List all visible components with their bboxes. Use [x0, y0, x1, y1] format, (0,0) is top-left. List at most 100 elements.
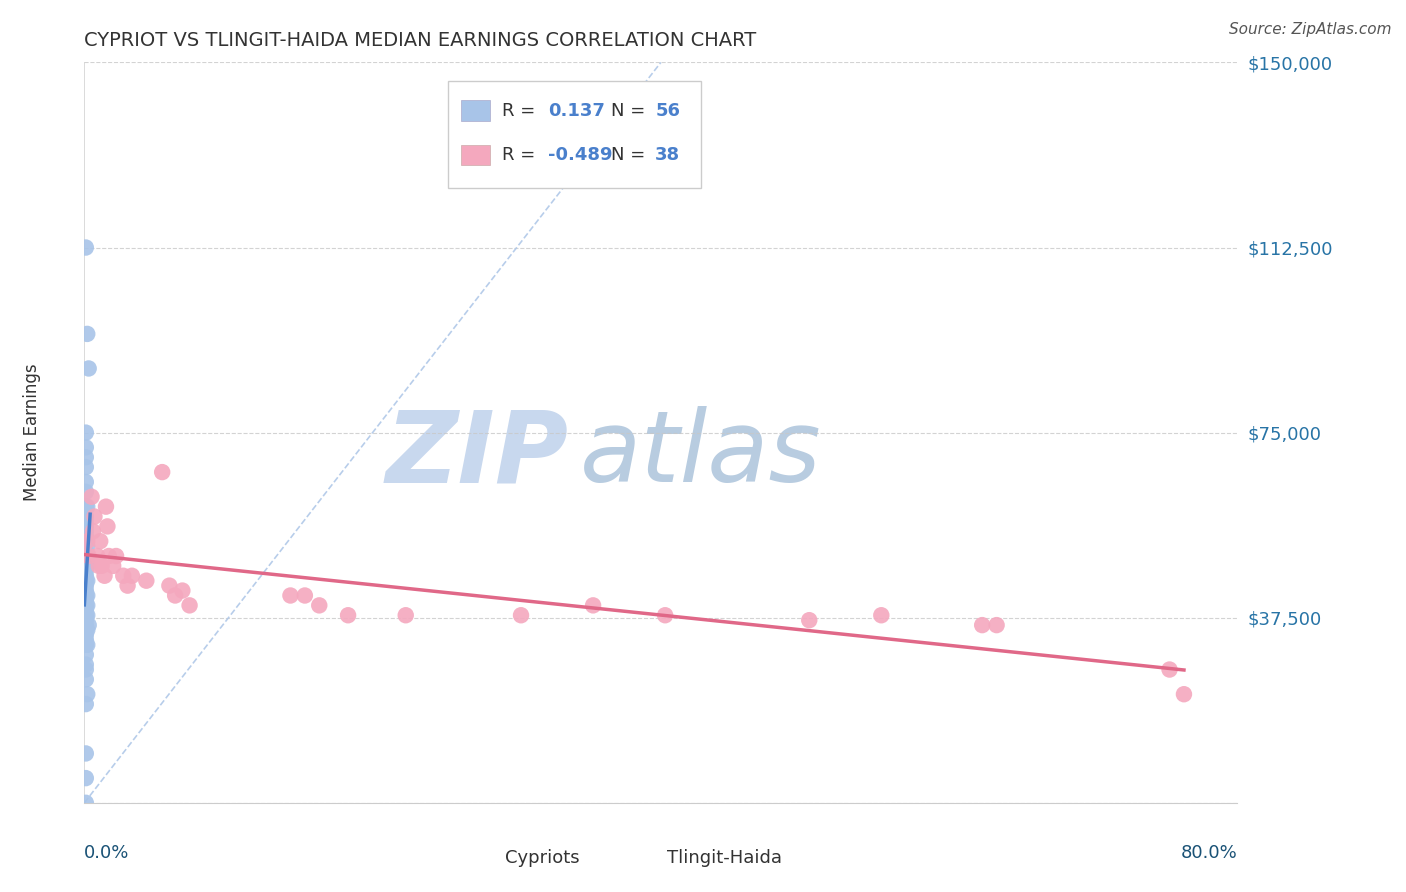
Point — [1159, 663, 1181, 677]
FancyBboxPatch shape — [471, 849, 499, 868]
Point — [90, 558, 112, 573]
Point — [799, 613, 821, 627]
Point — [121, 568, 143, 582]
Point — [75, 500, 97, 514]
Point — [75, 441, 97, 455]
Point — [105, 549, 128, 563]
Point — [103, 558, 124, 573]
FancyBboxPatch shape — [633, 849, 661, 868]
Point — [75, 524, 97, 539]
Text: 56: 56 — [655, 102, 681, 120]
Point — [93, 568, 115, 582]
Point — [82, 524, 104, 539]
Point — [76, 500, 98, 514]
Point — [75, 549, 97, 563]
Point — [77, 618, 100, 632]
Text: 0.0%: 0.0% — [84, 844, 129, 862]
Text: 0.137: 0.137 — [548, 102, 605, 120]
Point — [157, 579, 180, 593]
Point — [75, 240, 97, 255]
FancyBboxPatch shape — [461, 145, 491, 165]
Text: R =: R = — [502, 146, 541, 164]
Point — [80, 490, 103, 504]
Point — [96, 519, 118, 533]
Point — [75, 534, 97, 549]
Point — [75, 632, 97, 647]
Point — [395, 608, 418, 623]
Point — [75, 515, 97, 529]
Text: Median Earnings: Median Earnings — [24, 364, 42, 501]
Point — [75, 568, 97, 582]
Point — [179, 599, 201, 613]
Point — [75, 583, 97, 598]
Point — [75, 589, 97, 603]
Point — [76, 623, 98, 637]
Point — [75, 425, 97, 440]
Point — [75, 628, 97, 642]
Point — [75, 509, 97, 524]
Point — [308, 599, 330, 613]
Point — [75, 663, 97, 677]
Point — [76, 549, 98, 563]
Point — [75, 564, 97, 578]
Point — [75, 558, 97, 573]
FancyBboxPatch shape — [447, 81, 702, 188]
Point — [75, 593, 97, 607]
Point — [172, 583, 194, 598]
Point — [986, 618, 1008, 632]
Point — [75, 697, 97, 711]
Point — [77, 549, 100, 563]
Point — [294, 589, 316, 603]
Text: 80.0%: 80.0% — [1181, 844, 1237, 862]
Point — [75, 484, 97, 499]
Point — [83, 509, 105, 524]
Point — [337, 608, 360, 623]
Point — [76, 539, 98, 553]
Point — [75, 747, 97, 761]
Point — [76, 687, 98, 701]
Point — [75, 648, 97, 662]
Point — [76, 599, 98, 613]
Text: R =: R = — [502, 102, 541, 120]
Point — [76, 589, 98, 603]
Text: CYPRIOT VS TLINGIT-HAIDA MEDIAN EARNINGS CORRELATION CHART: CYPRIOT VS TLINGIT-HAIDA MEDIAN EARNINGS… — [84, 30, 756, 50]
Point — [75, 544, 97, 558]
Point — [75, 529, 97, 543]
Point — [654, 608, 676, 623]
Point — [75, 450, 97, 465]
Point — [582, 599, 605, 613]
Point — [75, 613, 97, 627]
Point — [75, 638, 97, 652]
Point — [75, 657, 97, 672]
Point — [510, 608, 533, 623]
Text: 38: 38 — [655, 146, 681, 164]
Point — [75, 519, 97, 533]
Point — [165, 589, 187, 603]
Point — [76, 608, 98, 623]
Point — [75, 554, 97, 568]
Point — [870, 608, 893, 623]
Point — [76, 534, 98, 549]
Text: Cypriots: Cypriots — [505, 849, 579, 867]
Point — [75, 673, 97, 687]
Text: atlas: atlas — [581, 407, 821, 503]
Point — [76, 638, 98, 652]
Text: -0.489: -0.489 — [548, 146, 613, 164]
Point — [75, 579, 97, 593]
Point — [117, 579, 139, 593]
Point — [972, 618, 994, 632]
Point — [87, 558, 110, 573]
Text: ZIP: ZIP — [385, 407, 568, 503]
Point — [150, 465, 173, 479]
Text: Tlingit-Haida: Tlingit-Haida — [666, 849, 782, 867]
Point — [75, 771, 97, 785]
Point — [89, 534, 111, 549]
Point — [76, 574, 98, 588]
Point — [75, 574, 97, 588]
Point — [75, 475, 97, 489]
Point — [75, 623, 97, 637]
FancyBboxPatch shape — [461, 100, 491, 121]
Point — [77, 361, 100, 376]
Point — [76, 326, 98, 341]
Point — [75, 608, 97, 623]
